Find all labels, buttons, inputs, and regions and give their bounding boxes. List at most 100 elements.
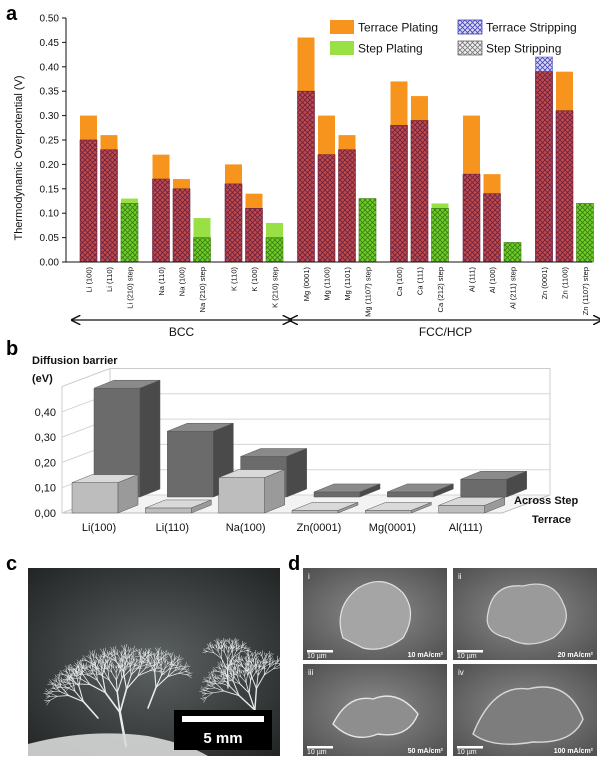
dendrite-branch [67, 671, 69, 677]
dendrite-branch [204, 688, 209, 692]
dendrite-branch [116, 649, 119, 656]
stripping-bar [317, 154, 336, 263]
dendrite-branch [151, 655, 155, 663]
dendrite-branch [235, 663, 239, 669]
dendrite-branch [232, 659, 238, 663]
dendrite-branch [94, 667, 100, 670]
dendrite-branch [101, 661, 105, 667]
dendrite-branch [149, 652, 152, 657]
stripping-bar [462, 173, 481, 263]
dendrite-branch [85, 664, 90, 669]
dendrite-branch [206, 643, 212, 648]
dendrite-branch [130, 667, 139, 676]
dendrite-branch [224, 651, 228, 660]
dendrite-branch [116, 661, 120, 666]
dendrite-branch [121, 663, 124, 668]
dendrite-branch [217, 665, 221, 670]
dendrite-branch [169, 661, 172, 666]
dendrite-branch [235, 674, 242, 678]
dendrite-branch [49, 679, 54, 685]
dendrite-branch [268, 652, 272, 658]
dendrite-branch [250, 672, 256, 681]
dendrite-branch [172, 664, 178, 667]
stripping-bar [390, 125, 408, 263]
dendrite-branch [155, 661, 163, 665]
dendrite-branch [223, 645, 227, 649]
dendrite-branch [216, 676, 220, 679]
dendrite-branch [54, 684, 60, 688]
dendrite-branch [209, 673, 212, 679]
dendrite-branch [160, 656, 164, 661]
dendrite-branch [263, 656, 265, 662]
dendrite-branch [48, 681, 54, 685]
dendrite-branch [221, 639, 224, 644]
dendrite-branch [81, 663, 83, 669]
dendrite-branch [59, 691, 70, 696]
dendrite-branch [239, 650, 247, 653]
dendrite-branch [131, 651, 133, 658]
dendrite-branch [239, 648, 245, 653]
dendrite-branch [214, 687, 225, 692]
stripping-bar [152, 178, 170, 263]
dendrite-branch [136, 663, 141, 669]
dendrite-branch [82, 664, 86, 669]
dendrite-branch [206, 684, 211, 687]
dendrite-branch [118, 650, 122, 656]
dendrite-branch [75, 671, 78, 678]
x-tick-label: Al (100) [488, 267, 497, 294]
dendrite-branch [122, 659, 125, 665]
dendrite-branch [247, 666, 249, 671]
dendrite-branch [245, 661, 248, 667]
sem-scale-bar [307, 650, 333, 653]
dendrite-branch [111, 654, 117, 662]
dendrite-branch [79, 668, 84, 672]
y-tick-label: 0.45 [40, 38, 60, 49]
dendrite-branch [101, 658, 104, 664]
dendrite-branch [75, 667, 78, 672]
stripping-bar [100, 149, 118, 263]
series-label-terrace: Terrace [532, 514, 571, 526]
dendrite-branch [74, 690, 84, 703]
dendrite-branch [215, 683, 225, 692]
dendrite-branch [217, 670, 223, 673]
dendrite-branch [129, 657, 133, 665]
x-tick-label: Na(100) [226, 522, 266, 534]
dendrite-branch [217, 646, 221, 649]
dendrite-branch [252, 657, 254, 662]
dendrite-branch [115, 679, 118, 693]
dendrite-branch [142, 650, 145, 657]
dendrite-branch [74, 662, 79, 668]
dendrite-branch [85, 665, 92, 669]
dendrite-branch [64, 676, 70, 680]
tile-index: iii [308, 668, 314, 677]
dendrite-branch [95, 667, 101, 675]
dendrite-branch [268, 662, 273, 665]
dendrite-branch [110, 646, 115, 653]
dendrite-branch [72, 681, 76, 692]
dendrite-branch [255, 668, 262, 673]
dendrite-branch [254, 687, 258, 711]
dendrite-branch [186, 674, 192, 679]
legend-swatch [457, 40, 483, 56]
dendrite-branch [222, 676, 227, 679]
dendrite-branch [210, 646, 215, 654]
dendrite-branch [121, 669, 126, 679]
terrace-bar [291, 502, 359, 514]
dendrite-branch [112, 651, 119, 656]
dendrite-branch [229, 667, 233, 671]
dendrite-branch [237, 664, 241, 669]
dendrite-branch [232, 671, 236, 676]
dendrite-branch [235, 656, 238, 663]
across-step-bar [93, 379, 161, 498]
dendrite-branch [177, 654, 181, 661]
dendrite-branch [131, 659, 136, 664]
dendrite-branch [238, 664, 244, 667]
dendrite-branch [223, 690, 240, 697]
dendrite-branch [104, 691, 121, 714]
dendrite-branch [68, 694, 84, 703]
dendrite-branch [125, 675, 139, 690]
dendrite-branch [70, 684, 76, 692]
dendrite-branch [262, 656, 265, 662]
x-tick-label: Ca (111) [416, 267, 425, 296]
y-tick-label: 0,40 [35, 407, 56, 419]
